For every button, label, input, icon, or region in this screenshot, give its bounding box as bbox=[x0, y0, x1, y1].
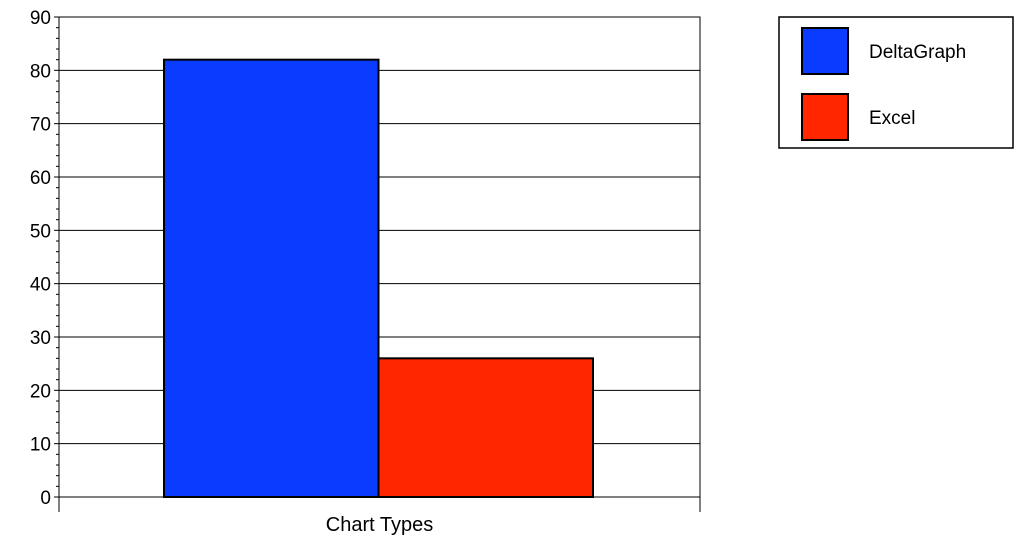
legend-swatch-excel bbox=[801, 93, 849, 141]
plot-frame bbox=[58, 16, 701, 498]
legend-label-excel: Excel bbox=[869, 108, 915, 129]
y-tick-label: 40 bbox=[30, 275, 51, 296]
legend-label-deltagraph: DeltaGraph bbox=[869, 42, 966, 63]
y-tick-label: 20 bbox=[30, 381, 51, 402]
bar-deltagraph bbox=[163, 58, 380, 499]
legend: DeltaGraph Excel bbox=[778, 16, 1014, 149]
axes bbox=[54, 16, 701, 512]
x-axis-title: Chart Types bbox=[326, 514, 433, 536]
y-tick-label: 30 bbox=[30, 328, 51, 349]
bar-excel bbox=[377, 357, 594, 499]
y-tick-label: 50 bbox=[30, 221, 51, 242]
y-tick-label: 10 bbox=[30, 435, 51, 456]
y-tick-labels: 0 10 20 30 40 50 60 70 80 90 bbox=[30, 8, 51, 509]
y-tick-label: 90 bbox=[30, 8, 51, 29]
y-tick-label: 80 bbox=[30, 61, 51, 82]
y-tick-label: 70 bbox=[30, 115, 51, 136]
y-tick-label: 60 bbox=[30, 168, 51, 189]
legend-swatch-deltagraph bbox=[801, 27, 849, 75]
y-tick-label: 0 bbox=[40, 488, 51, 509]
bars bbox=[163, 58, 594, 499]
